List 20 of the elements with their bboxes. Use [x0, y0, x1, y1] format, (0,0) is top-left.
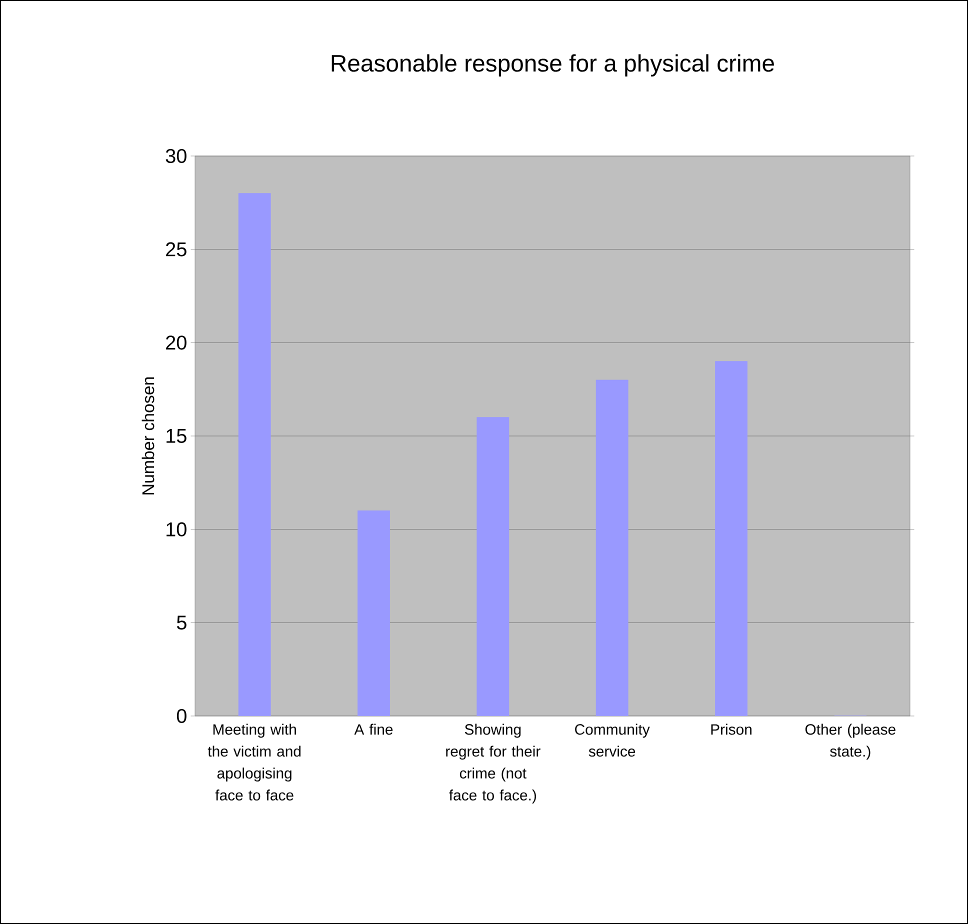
y-tick-label: 30 — [166, 148, 186, 164]
y-axis-title: Number chosen — [142, 377, 154, 494]
x-tick-label: Other (please state.) — [805, 724, 896, 760]
y-tick-label: 20 — [166, 336, 186, 350]
y-tick-label: 5 — [176, 616, 186, 630]
bar — [238, 193, 271, 716]
y-tick-label: 0 — [176, 708, 186, 724]
y-tick-label: 15 — [166, 429, 186, 443]
bar — [596, 380, 628, 716]
bar — [715, 361, 748, 716]
bar — [476, 417, 510, 716]
x-tick-label: A fine — [354, 724, 393, 735]
x-tick-label: Prison — [711, 724, 752, 735]
x-tick-label: Meeting with the victim and apologising face to face — [208, 724, 301, 800]
x-tick-label: Community service — [575, 724, 650, 757]
chart-title: Reasonable response for a physical crime — [332, 54, 774, 76]
x-tick-label: Showing regret for their crime (not face to face.) — [446, 724, 540, 804]
y-tick-label: 25 — [166, 242, 186, 256]
bar — [358, 510, 390, 716]
y-tick-label: 10 — [166, 522, 186, 536]
